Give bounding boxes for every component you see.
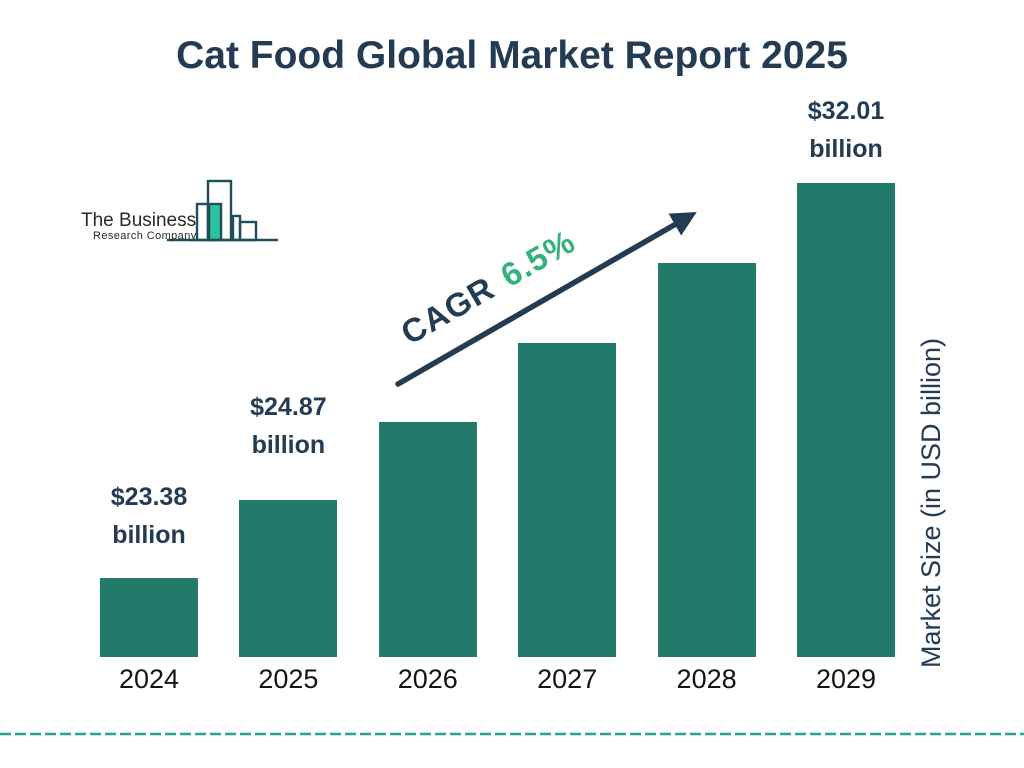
x-tick-2024: 2024 xyxy=(118,664,180,694)
value-label-line: $24.87 xyxy=(250,393,327,421)
bar-2026 xyxy=(378,422,477,657)
value-label-line: $23.38 xyxy=(110,483,188,511)
x-tick-2025: 2025 xyxy=(258,664,319,694)
value-label-line: billion xyxy=(809,135,883,163)
x-tick-2026: 2026 xyxy=(397,664,458,694)
x-tick-2029: 2029 xyxy=(815,664,877,694)
bar-2028 xyxy=(657,263,756,657)
bar-2029 xyxy=(797,183,895,657)
cagr-annotation: CAGR6.5% xyxy=(394,221,582,353)
cagr-value: 6.5% xyxy=(494,222,582,295)
bar-2024 xyxy=(100,578,198,657)
logo-barchart-icon xyxy=(167,179,278,242)
bar-2027 xyxy=(518,343,617,657)
cagr-label: CAGR xyxy=(394,268,501,352)
logo-text-line1: The Business xyxy=(81,210,196,231)
value-label-line: billion xyxy=(112,521,186,549)
x-tick-2028: 2028 xyxy=(676,664,737,694)
value-label-2024: $23.38 billion xyxy=(77,478,221,554)
value-label-line: billion xyxy=(251,431,326,459)
value-label-line: $32.01 xyxy=(807,97,885,125)
bar-2025 xyxy=(239,500,338,657)
y-axis-label: Market Size (in USD billion) xyxy=(916,337,946,669)
bottom-dashed-divider xyxy=(0,732,1024,736)
x-tick-2027: 2027 xyxy=(537,664,598,694)
page-title: Cat Food Global Market Report 2025 xyxy=(176,34,848,77)
value-label-2025: $24.87 billion xyxy=(216,388,360,464)
company-logo: The Business Research Company xyxy=(81,179,278,242)
value-label-2029: $32.01 billion xyxy=(774,92,918,168)
